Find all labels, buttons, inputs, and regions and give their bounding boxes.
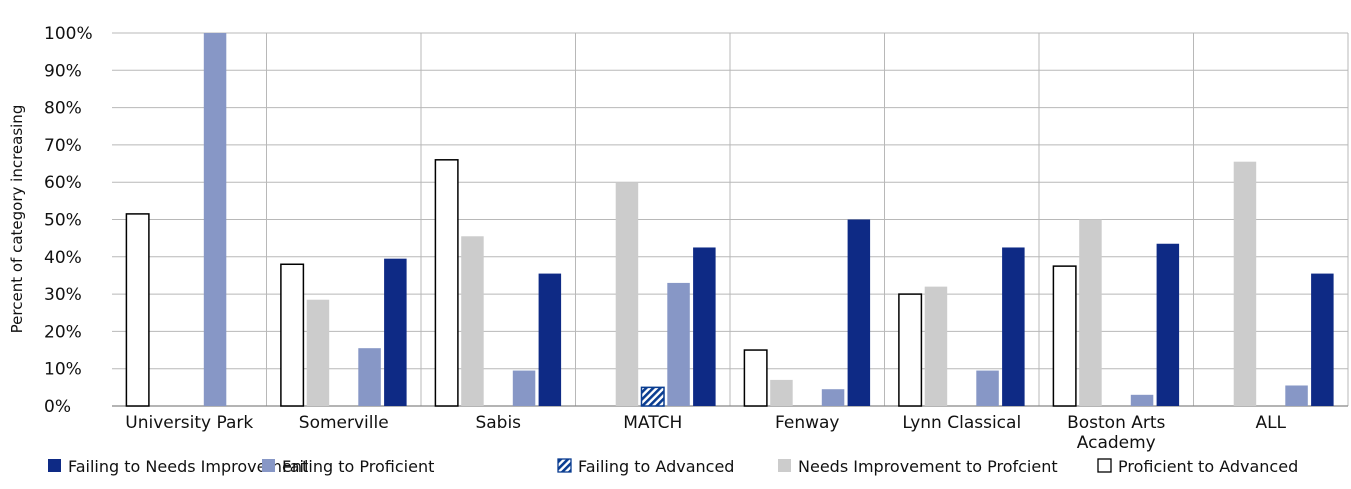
y-tick-label: 80% bbox=[44, 99, 82, 119]
legend-swatch bbox=[48, 459, 61, 472]
x-category-label: Lynn Classical bbox=[902, 413, 1021, 433]
bar-3-4: Failing to Needs Improvement — MATCH: 42… bbox=[693, 247, 716, 406]
y-tick-label: 0% bbox=[44, 397, 71, 417]
bar-6-3: Failing to Proficient — Boston Arts Acad… bbox=[1130, 394, 1154, 406]
bar-0-0: Proficient to Advanced — University Park… bbox=[125, 213, 150, 407]
y-tick-label: 90% bbox=[44, 61, 82, 81]
legend-label: Failing to Advanced bbox=[578, 457, 734, 476]
legend-swatch bbox=[1097, 458, 1112, 473]
bar-2-1: Needs Improvement to Profcient — Sabis: … bbox=[461, 236, 484, 406]
y-tick-label: 20% bbox=[44, 322, 82, 342]
legend-label: Proficient to Advanced bbox=[1118, 457, 1298, 476]
bar-5-1: Needs Improvement to Profcient — Lynn Cl… bbox=[924, 286, 948, 406]
bar-4-4: Failing to Needs Improvement — Fenway: 5… bbox=[847, 219, 871, 406]
y-tick-label: 100% bbox=[44, 24, 93, 44]
x-category-label: MATCH bbox=[623, 413, 682, 433]
y-tick-label: 40% bbox=[44, 248, 82, 268]
legend-label: Needs Improvement to Profcient bbox=[798, 457, 1058, 476]
bar-4-0: Proficient to Advanced — Fenway: 15% bbox=[743, 349, 768, 407]
y-tick-label: 70% bbox=[44, 136, 82, 156]
bar-3-3: Failing to Proficient — MATCH: 33% bbox=[667, 282, 690, 406]
x-category-label: Somerville bbox=[299, 413, 389, 433]
bar-3-1: Needs Improvement to Profcient — MATCH: … bbox=[615, 182, 639, 406]
legend-swatch bbox=[778, 459, 791, 472]
bar-6-1: Needs Improvement to Profcient — Boston … bbox=[1079, 219, 1102, 406]
x-category-label: Fenway bbox=[775, 413, 839, 433]
bar-1-3: Failing to Proficient — Somerville: 15.5… bbox=[358, 348, 381, 406]
legend-swatch bbox=[262, 459, 275, 472]
y-axis-label: Percent of category increasing bbox=[8, 105, 26, 334]
x-category-label: Boston Arts Academy bbox=[1067, 413, 1165, 453]
bar-5-4: Failing to Needs Improvement — Lynn Clas… bbox=[1002, 247, 1025, 406]
bar-1-0: Proficient to Advanced — Somerville: 38% bbox=[280, 263, 305, 407]
y-tick-label: 10% bbox=[44, 360, 82, 380]
bar-3-2: Failing to Advanced — MATCH: 5% bbox=[640, 386, 665, 407]
x-category-label: Sabis bbox=[475, 413, 521, 433]
bar-7-4: Failing to Needs Improvement — ALL: 35.5… bbox=[1311, 273, 1334, 406]
legend-label: Failing to Needs Improvement bbox=[68, 457, 308, 476]
bar-1-4: Failing to Needs Improvement — Somervill… bbox=[384, 258, 407, 406]
y-tick-label: 60% bbox=[44, 173, 82, 193]
y-tick-label: 50% bbox=[44, 211, 82, 231]
bar-7-1: Needs Improvement to Profcient — ALL: 65… bbox=[1233, 161, 1257, 406]
bar-5-3: Failing to Proficient — Lynn Classical: … bbox=[976, 370, 999, 406]
bar-4-1: Needs Improvement to Profcient — Fenway:… bbox=[770, 379, 793, 406]
bar-7-3: Failing to Proficient — ALL: 5.5% bbox=[1285, 385, 1308, 406]
gridlines bbox=[112, 32, 1349, 407]
x-axis-categories: University Park Somerville Sabis MATCH Fenwa… bbox=[125, 413, 1286, 453]
x-category-label: University Park bbox=[125, 413, 253, 433]
x-category-label: ALL bbox=[1255, 413, 1286, 433]
y-tick-label: 30% bbox=[44, 285, 82, 305]
bar-2-3: Failing to Proficient — Sabis: 9.5% bbox=[512, 370, 536, 406]
y-axis-ticks: 0% 10% 20% 30% 40% 50% 60% 70% 80% 90% 100% bbox=[44, 24, 93, 417]
bar-6-4: Failing to Needs Improvement — Boston Ar… bbox=[1156, 243, 1180, 406]
bar-5-0: Proficient to Advanced — Lynn Classical:… bbox=[898, 293, 923, 407]
bar-6-0: Proficient to Advanced — Boston Arts Aca… bbox=[1052, 265, 1077, 407]
legend-swatch bbox=[557, 458, 572, 473]
bar-2-0: Proficient to Advanced — Sabis: 66% bbox=[434, 159, 459, 407]
bars: Proficient to Advanced — University Park… bbox=[125, 33, 1334, 407]
bar-4-3: Failing to Proficient — Fenway: 4.5% bbox=[821, 389, 845, 406]
bar-0-3: Failing to Proficient — University Park:… bbox=[203, 33, 227, 406]
bar-2-4: Failing to Needs Improvement — Sabis: 35… bbox=[538, 273, 562, 406]
legend-label: Failing to Proficient bbox=[282, 457, 434, 476]
bar-1-1: Needs Improvement to Profcient — Somervi… bbox=[306, 299, 330, 406]
